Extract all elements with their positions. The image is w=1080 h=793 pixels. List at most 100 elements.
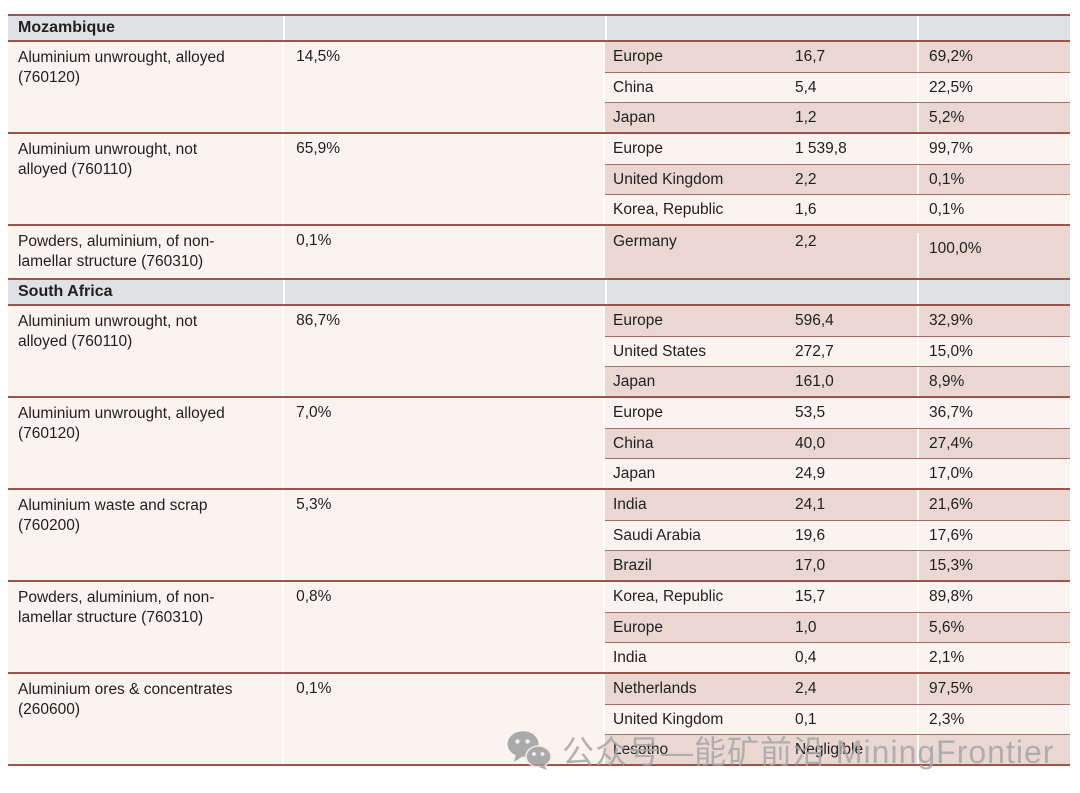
destination-row: Europe 1,0 5,6% bbox=[605, 612, 1070, 642]
destination-value: 272,7 bbox=[795, 342, 834, 360]
destination-row: Europe 596,4 32,9% bbox=[605, 306, 1070, 336]
destination-row: United Kingdom 0,1 2,3% bbox=[605, 704, 1070, 734]
product-name: Aluminium unwrought, not alloyed (760110… bbox=[18, 141, 198, 178]
destination-country: Germany bbox=[613, 233, 677, 250]
product-export-share: 0,8% bbox=[282, 582, 603, 672]
destination-share: 8,9% bbox=[917, 367, 1070, 396]
destination-row: Korea, Republic 15,7 89,8% bbox=[605, 582, 1070, 612]
destination-country: United Kingdom bbox=[613, 170, 724, 188]
destination-country: Japan bbox=[613, 372, 656, 390]
destination-value: 1,2 bbox=[795, 108, 817, 126]
destination-value: 2,2 bbox=[795, 233, 817, 250]
destination-value: 24,9 bbox=[795, 464, 826, 482]
destination-row: China 40,0 27,4% bbox=[605, 428, 1070, 458]
export-destinations-table: Mozambique Aluminium unwrought, alloyed … bbox=[8, 14, 1070, 766]
header-column-spacer bbox=[283, 16, 605, 40]
destinations-subtable: Europe 1 539,8 99,7% United Kingdom 2,2 … bbox=[603, 134, 1070, 224]
destination-country: India bbox=[613, 496, 647, 513]
section-header: South Africa bbox=[8, 280, 1070, 306]
destination-row: Lesotho Negligible bbox=[605, 734, 1070, 764]
destination-value: 17,0 bbox=[795, 556, 826, 574]
header-column-spacer bbox=[605, 280, 1070, 304]
destination-country: China bbox=[613, 78, 654, 96]
destination-share: 97,5% bbox=[917, 674, 1070, 704]
destination-share: 27,4% bbox=[917, 429, 1070, 458]
product-group-row: Aluminium ores & concentrates (260600) 0… bbox=[8, 674, 1070, 766]
destination-value: 161,0 bbox=[795, 372, 834, 390]
destination-share: 2,1% bbox=[917, 643, 1070, 672]
destination-share: 89,8% bbox=[917, 582, 1070, 612]
product-group-row: Powders, aluminium, of non- lamellar str… bbox=[8, 582, 1070, 674]
destination-value: 2,4 bbox=[795, 680, 817, 697]
destination-share bbox=[917, 735, 1070, 764]
destinations-subtable: Netherlands 2,4 97,5% United Kingdom 0,1… bbox=[603, 674, 1070, 764]
destination-country: Japan bbox=[613, 108, 656, 126]
product-name: Powders, aluminium, of non- lamellar str… bbox=[18, 233, 215, 270]
header-column-spacer bbox=[605, 16, 1070, 40]
destination-share: 36,7% bbox=[917, 398, 1070, 428]
destination-value: 19,6 bbox=[795, 526, 826, 544]
product-export-share: 0,1% bbox=[282, 226, 603, 278]
destination-value: 0,4 bbox=[795, 648, 817, 666]
destination-share: 69,2% bbox=[917, 42, 1070, 72]
destination-value: 53,5 bbox=[795, 404, 826, 421]
destination-share: 22,5% bbox=[917, 73, 1070, 102]
destinations-subtable: India 24,1 21,6% Saudi Arabia 19,6 17,6%… bbox=[603, 490, 1070, 580]
destination-country: Korea, Republic bbox=[613, 588, 724, 605]
destination-value: 15,7 bbox=[795, 588, 826, 605]
product-export-share: 86,7% bbox=[282, 306, 603, 396]
destinations-subtable: Europe 53,5 36,7% China 40,0 27,4% Japan… bbox=[603, 398, 1070, 488]
destination-value: 1 539,8 bbox=[795, 140, 847, 157]
destination-share: 15,0% bbox=[917, 337, 1070, 366]
destination-country: Europe bbox=[613, 140, 663, 157]
product-group-row: Aluminium unwrought, not alloyed (760110… bbox=[8, 134, 1070, 226]
destinations-subtable: Germany 2,2 100,0% bbox=[603, 226, 1070, 278]
destination-country: China bbox=[613, 434, 654, 452]
destination-share: 21,6% bbox=[917, 490, 1070, 520]
product-export-share: 65,9% bbox=[282, 134, 603, 224]
product-group-row: Aluminium unwrought, not alloyed (760110… bbox=[8, 306, 1070, 398]
destination-share: 15,3% bbox=[917, 551, 1070, 580]
destination-share: 17,0% bbox=[917, 459, 1070, 488]
destination-row: Japan 1,2 5,2% bbox=[605, 102, 1070, 132]
destination-value: 596,4 bbox=[795, 312, 834, 329]
product-group-row: Aluminium waste and scrap (760200) 5,3% … bbox=[8, 490, 1070, 582]
destination-country: Netherlands bbox=[613, 680, 697, 697]
product-export-share: 7,0% bbox=[282, 398, 603, 488]
section-title: Mozambique bbox=[18, 19, 115, 36]
product-name: Powders, aluminium, of non- lamellar str… bbox=[18, 589, 215, 626]
destination-row: Europe 1 539,8 99,7% bbox=[605, 134, 1070, 164]
destination-share: 32,9% bbox=[917, 306, 1070, 336]
destination-country: Europe bbox=[613, 618, 663, 636]
destination-value: 24,1 bbox=[795, 496, 826, 513]
product-export-share: 14,5% bbox=[282, 42, 603, 132]
product-group-row: Aluminium unwrought, alloyed (760120) 7,… bbox=[8, 398, 1070, 490]
destination-country: Japan bbox=[613, 464, 656, 482]
destination-row: Europe 53,5 36,7% bbox=[605, 398, 1070, 428]
destination-row: India 0,4 2,1% bbox=[605, 642, 1070, 672]
destination-country: Europe bbox=[613, 48, 663, 65]
product-group-row: Powders, aluminium, of non- lamellar str… bbox=[8, 226, 1070, 280]
destination-country: United Kingdom bbox=[613, 710, 724, 728]
header-column-spacer bbox=[917, 280, 1070, 304]
destination-value: 16,7 bbox=[795, 48, 826, 65]
section-title: South Africa bbox=[18, 283, 113, 300]
destination-value: 0,1 bbox=[795, 710, 817, 728]
product-export-share: 5,3% bbox=[282, 490, 603, 580]
destination-row: Japan 24,9 17,0% bbox=[605, 458, 1070, 488]
product-name: Aluminium waste and scrap (760200) bbox=[18, 497, 208, 534]
destination-row: Saudi Arabia 19,6 17,6% bbox=[605, 520, 1070, 550]
destination-country: Lesotho bbox=[613, 740, 669, 758]
destination-country: Brazil bbox=[613, 556, 652, 574]
header-column-spacer bbox=[283, 280, 605, 304]
header-column-spacer bbox=[917, 16, 1070, 40]
destination-country: Saudi Arabia bbox=[613, 526, 701, 544]
destination-value: Negligible bbox=[795, 740, 864, 758]
destinations-subtable: Korea, Republic 15,7 89,8% Europe 1,0 5,… bbox=[603, 582, 1070, 672]
destination-country: Europe bbox=[613, 312, 663, 329]
product-export-share: 0,1% bbox=[282, 674, 603, 764]
product-name: Aluminium ores & concentrates (260600) bbox=[18, 681, 233, 718]
destination-row: Brazil 17,0 15,3% bbox=[605, 550, 1070, 580]
destination-share: 0,1% bbox=[917, 165, 1070, 194]
